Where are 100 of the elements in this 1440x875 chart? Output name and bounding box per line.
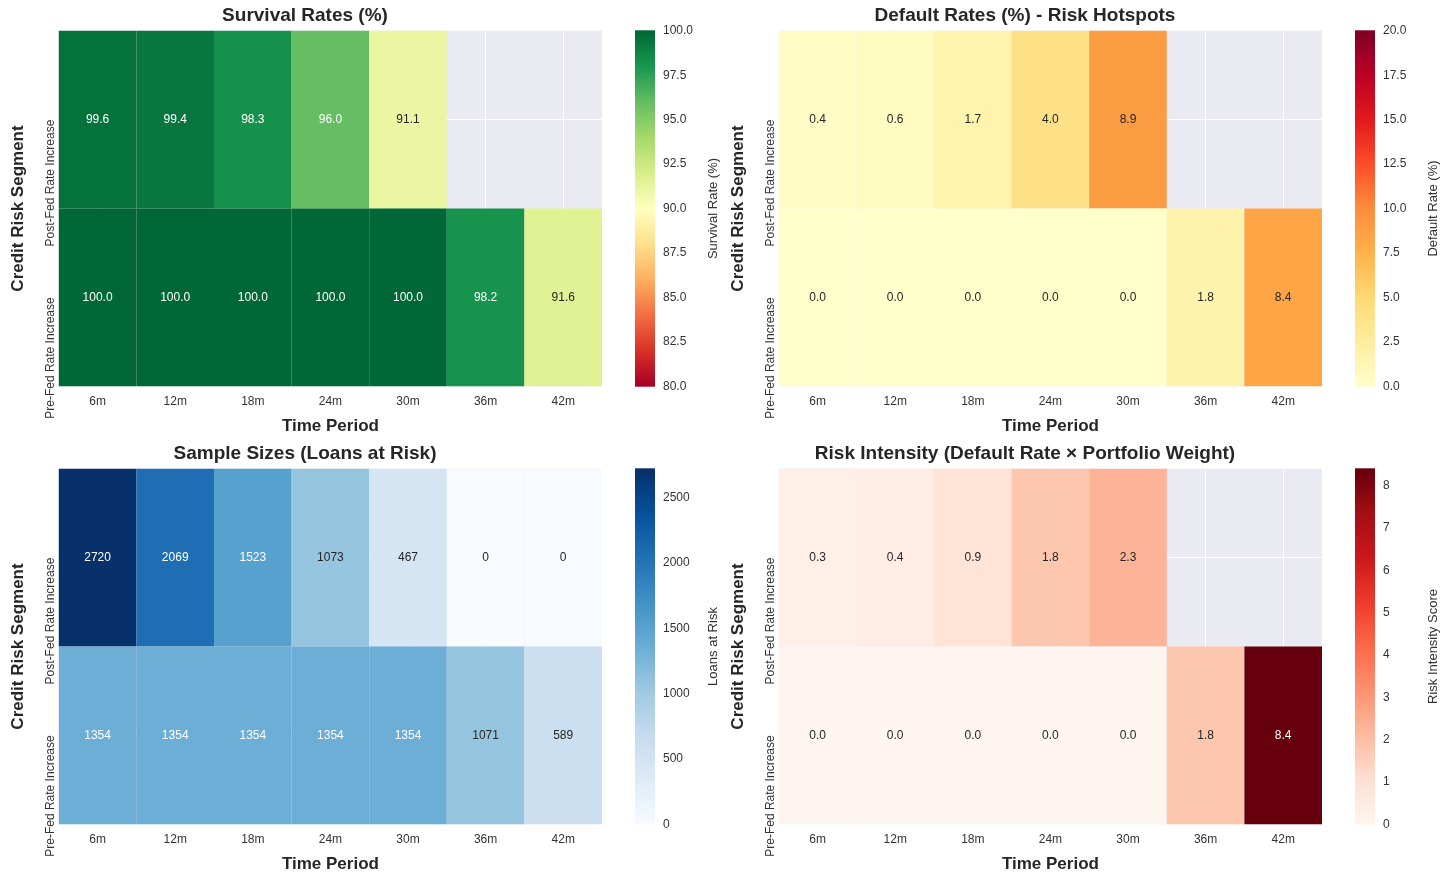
data-label: 99.6 [85, 111, 110, 126]
data-label: 0.0 [809, 727, 827, 742]
data-label: 1.8 [1197, 727, 1215, 742]
y-axis-title: Credit Risk Segment [727, 125, 747, 292]
x-tick-label: 24m [1038, 393, 1063, 408]
data-label: 100.0 [392, 289, 424, 304]
data-label: 1071 [472, 727, 500, 742]
x-tick-label: 18m [961, 831, 985, 846]
x-axis-title: Time Period [1001, 416, 1099, 436]
y-tick-label: Pre-Fed Rate Increase [763, 297, 778, 419]
data-label: 467 [397, 549, 419, 564]
chart-title: Sample Sizes (Loans at Risk) [173, 441, 437, 463]
color-bar-label: 3 [1383, 689, 1390, 704]
data-label: 0.0 [964, 727, 982, 742]
color-bar-label: 2000 [663, 555, 691, 570]
data-label: 0.0 [886, 727, 904, 742]
x-axis-title: Time Period [1001, 854, 1099, 874]
color-bar-label: 20.0 [1383, 23, 1407, 38]
color-bar-label: 1500 [663, 620, 691, 635]
y-tick-label: Pre-Fed Rate Increase [43, 735, 58, 857]
color-bar-label: 1 [1383, 774, 1390, 789]
color-bar-label: 15.0 [1383, 111, 1407, 126]
x-tick-label: 18m [241, 393, 265, 408]
x-tick-label: 42m [551, 393, 575, 408]
x-tick-label: 6m [89, 393, 106, 408]
data-label: 0.4 [886, 549, 904, 564]
color-bar-label: 12.5 [1383, 156, 1407, 171]
data-label: 0.4 [809, 111, 827, 126]
data-label: 0 [559, 549, 567, 564]
x-tick-label: 6m [89, 831, 106, 846]
x-tick-label: 42m [1271, 393, 1295, 408]
color-bar-label: 87.5 [663, 245, 687, 260]
data-label: 100.0 [160, 289, 191, 304]
data-label: 0.3 [809, 549, 827, 564]
color-bar-label: 5.0 [1383, 289, 1401, 304]
x-tick-label: 30m [1116, 831, 1140, 846]
data-label: 1354 [161, 727, 189, 742]
data-label: 0.0 [964, 289, 982, 304]
data-label: 100.0 [82, 289, 113, 304]
data-label: 4.0 [1042, 111, 1060, 126]
x-tick-label: 24m [318, 831, 343, 846]
data-label: 2.3 [1119, 549, 1137, 564]
y-axis-title: Credit Risk Segment [7, 563, 27, 730]
data-label: 99.4 [163, 111, 188, 126]
x-tick-label: 36m [1193, 393, 1218, 408]
x-tick-label: 36m [1193, 831, 1218, 846]
x-tick-label: 12m [883, 393, 907, 408]
x-tick-label: 6m [809, 831, 826, 846]
color-bar-label: 82.5 [663, 334, 687, 349]
data-label: 1.8 [1042, 549, 1060, 564]
y-tick-label: Pre-Fed Rate Increase [763, 735, 778, 857]
color-bar-label: 500 [663, 751, 684, 766]
data-label: 0.0 [1119, 727, 1137, 742]
data-label: 8.4 [1274, 289, 1292, 304]
color-bar-label: 2 [1383, 731, 1390, 746]
x-tick-label: 30m [396, 831, 420, 846]
data-label: 1354 [84, 727, 112, 742]
color-bar-label: 7 [1383, 520, 1390, 535]
color-bar-label: 17.5 [1383, 67, 1407, 82]
chart-title: Default Rates (%) - Risk Hotspots [874, 3, 1176, 25]
data-label: 0.0 [1042, 289, 1060, 304]
data-label: 0.0 [886, 289, 904, 304]
color-bar-label: 8 [1383, 478, 1390, 493]
x-tick-label: 30m [1116, 393, 1140, 408]
y-tick-label: Post-Fed Rate Increase [43, 557, 58, 685]
data-label: 91.1 [396, 111, 420, 126]
x-tick-label: 30m [396, 393, 420, 408]
x-tick-label: 36m [473, 393, 498, 408]
data-label: 98.2 [473, 289, 498, 304]
color-bar-label: 100.0 [663, 23, 694, 38]
x-tick-label: 24m [1038, 831, 1063, 846]
color-bar-label: 85.0 [663, 289, 687, 304]
chart-title: Survival Rates (%) [222, 3, 388, 25]
color-bar-label: 97.5 [663, 67, 687, 82]
y-tick-label: Post-Fed Rate Increase [763, 119, 778, 247]
x-tick-label: 6m [809, 393, 826, 408]
x-axis-title: Time Period [281, 854, 379, 874]
data-label: 91.6 [551, 289, 576, 304]
color-bar-label: 0 [663, 816, 670, 831]
y-tick-label: Post-Fed Rate Increase [763, 557, 778, 685]
x-tick-label: 42m [551, 831, 575, 846]
color-bar-label: 4 [1383, 647, 1390, 662]
data-label: 1.7 [964, 111, 982, 126]
color-bar-title: Survival Rate (%) [704, 157, 720, 260]
color-bar-label: 7.5 [1383, 245, 1401, 260]
color-bar-label: 2500 [663, 489, 691, 504]
color-bar-title: Loans at Risk [704, 606, 720, 686]
data-label: 1523 [239, 549, 267, 564]
data-label: 0.0 [1119, 289, 1137, 304]
color-bar-label: 0 [1383, 816, 1390, 831]
data-label: 0.6 [886, 111, 904, 126]
x-tick-label: 12m [883, 831, 907, 846]
color-bar-label: 5 [1383, 604, 1390, 619]
data-label: 98.3 [241, 111, 265, 126]
x-tick-label: 18m [241, 831, 265, 846]
data-label: 0.0 [809, 289, 827, 304]
data-label: 8.9 [1119, 111, 1137, 126]
color-bar-title: Risk Intensity Score [1424, 589, 1440, 704]
color-bar-label: 0.0 [1383, 378, 1401, 393]
data-label: 1354 [239, 727, 267, 742]
